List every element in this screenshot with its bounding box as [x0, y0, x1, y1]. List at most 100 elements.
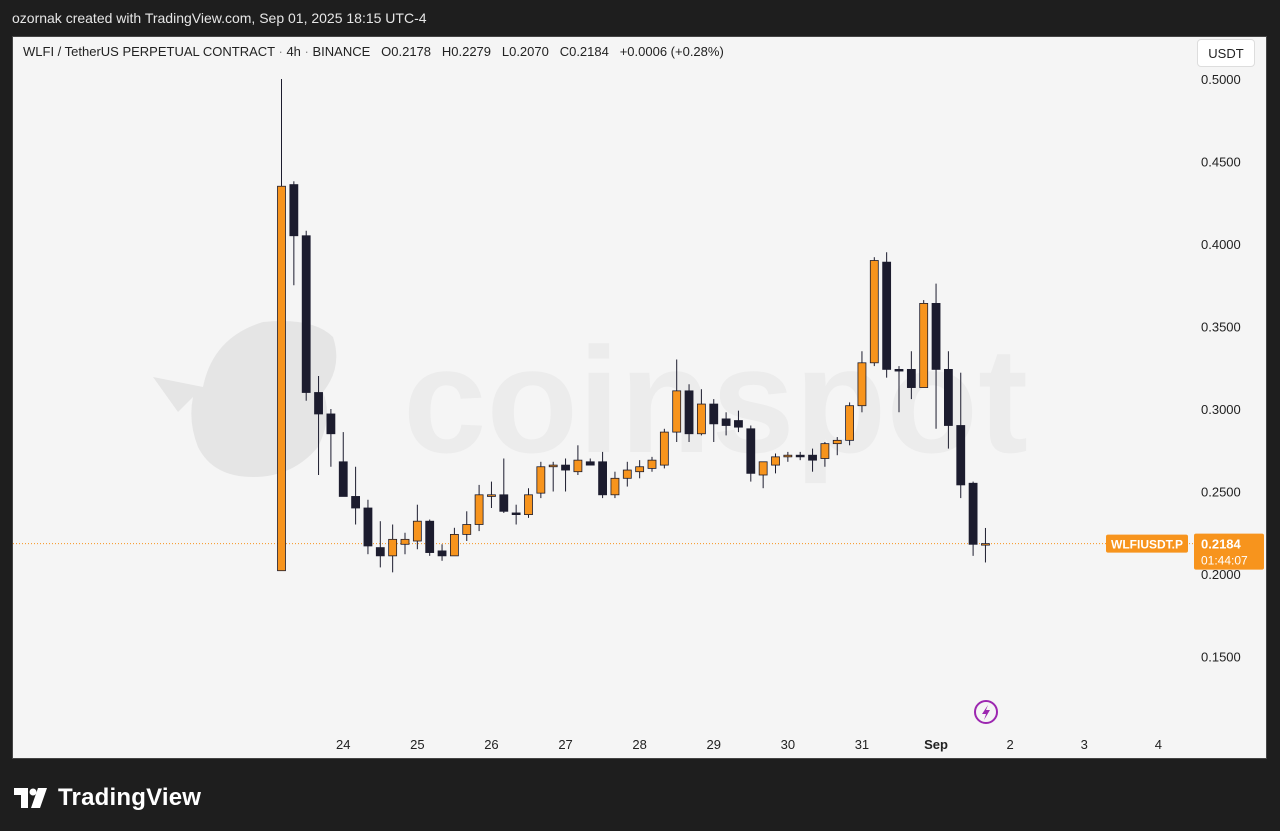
candle — [277, 79, 286, 572]
flash-icon[interactable] — [974, 700, 998, 724]
candle-body-up — [277, 185, 286, 572]
symbol-tag-bg — [1106, 534, 1188, 553]
symbol-tag-text: WLFIUSDT.P — [1111, 538, 1183, 552]
legend-high: H0.2279 — [441, 44, 492, 59]
candle — [474, 484, 484, 532]
candle-body-down — [375, 547, 385, 557]
candle-body-up — [771, 456, 780, 466]
candle — [326, 409, 336, 467]
candle — [758, 461, 768, 489]
legend-interval: 4h — [286, 44, 301, 59]
candle-body-down — [956, 425, 966, 486]
candle — [697, 389, 706, 436]
candle-body-down — [808, 454, 817, 461]
candle-body-up — [659, 431, 669, 466]
candle-body-down — [301, 235, 311, 393]
legend-open: O0.2178 — [381, 44, 432, 59]
candle-body-down — [746, 428, 756, 474]
time-tick-label: 27 — [558, 737, 572, 752]
candle — [388, 524, 398, 573]
price-tick-label: 0.3500 — [1201, 320, 1241, 335]
candle — [289, 181, 299, 286]
candle-body-up — [536, 466, 546, 494]
candle-body-up — [474, 494, 484, 525]
candle-body-up — [610, 477, 620, 496]
candlestick-chart[interactable]: coinspot 0.50000.45000.40000.35000.30000… — [13, 37, 1267, 759]
candle — [524, 488, 533, 518]
candle-body-down — [931, 302, 941, 370]
candle — [548, 461, 558, 492]
legend-exchange: BINANCE — [312, 44, 371, 59]
candle-body-up — [832, 439, 842, 445]
time-tick-label: 24 — [336, 737, 350, 752]
chart-frame[interactable]: coinspot 0.5000 0.4500 0.4000 0.3500 0.3000 0… — [12, 36, 1267, 759]
candle — [795, 451, 805, 461]
last-price-tag-bg — [1194, 533, 1264, 570]
time-tick-label: 4 — [1155, 737, 1162, 752]
price-tick-label: 0.5000 — [1201, 72, 1241, 87]
time-axis[interactable]: 24 25 26 27 28 29 30 31 Sep 2 3 4 — [336, 737, 1162, 752]
candle-body-up — [449, 533, 459, 557]
candle — [449, 527, 459, 557]
candle — [783, 451, 793, 462]
candle-body-down — [894, 368, 904, 372]
candle-body-down — [598, 461, 607, 496]
candle — [709, 399, 719, 442]
candle-body-up — [981, 543, 990, 546]
price-axis[interactable]: 0.5000 0.4500 0.4000 0.3500 0.3000 0.2500 0.20… — [1106, 72, 1264, 665]
tradingview-logo: TradingView — [14, 784, 201, 812]
candle — [536, 461, 546, 499]
candle-body-up — [622, 469, 632, 479]
symbol-legend: WLFI / TetherUS PERPETUAL CONTRACT · 4h … — [23, 44, 724, 59]
time-tick-label: 25 — [410, 737, 424, 752]
candle-body-down — [709, 403, 719, 425]
candle-body-up — [647, 459, 657, 469]
candle-body-down — [684, 390, 694, 435]
legend-dot: · — [304, 44, 313, 59]
attribution-text: ozornak created with TradingView.com, Se… — [12, 10, 427, 26]
candle-body-up — [462, 524, 472, 535]
candle-body-down — [882, 261, 892, 370]
candle — [869, 257, 879, 367]
time-tick-label: 31 — [855, 737, 869, 752]
candle-body-up — [400, 538, 410, 545]
candle — [721, 412, 731, 436]
candle — [351, 466, 361, 525]
candle-body-up — [783, 454, 793, 458]
candle — [487, 481, 496, 508]
currency-button[interactable]: USDT — [1197, 39, 1255, 67]
candle-body-up — [635, 466, 645, 473]
candle-body-up — [524, 494, 533, 515]
time-tick-label: 30 — [781, 737, 795, 752]
time-tick-label: 26 — [484, 737, 498, 752]
candle-body-up — [758, 461, 768, 476]
candle-body-up — [919, 302, 929, 388]
price-tick-label: 0.2000 — [1201, 567, 1241, 582]
candle — [672, 359, 682, 442]
candle — [882, 252, 892, 378]
candle-body-down — [425, 520, 435, 553]
tradingview-brand: TradingView — [58, 784, 202, 811]
candle-body-down — [338, 461, 348, 497]
candle — [684, 384, 694, 442]
candle — [771, 453, 780, 474]
candle-body-down — [289, 184, 299, 237]
legend-change: +0.0006 (+0.28%) — [619, 44, 724, 59]
candle-body-up — [487, 494, 496, 497]
candles-group — [277, 79, 990, 573]
price-tag: WLFIUSDT.P 0.2184 01:44:07 — [1106, 533, 1264, 570]
candle — [734, 410, 743, 433]
candle — [363, 499, 373, 555]
candle-body-down — [314, 392, 323, 415]
legend-close: C0.2184 — [559, 44, 609, 59]
price-tick-label: 0.3000 — [1201, 402, 1241, 417]
legend-symbol: WLFI / TetherUS PERPETUAL CONTRACT — [23, 44, 275, 59]
candle — [314, 376, 323, 475]
candle — [968, 481, 978, 556]
tradingview-icon — [14, 788, 47, 808]
candle — [659, 428, 669, 469]
candle — [622, 461, 632, 487]
candle — [598, 451, 607, 499]
candle-body-down — [363, 507, 373, 547]
candle-body-down — [499, 494, 509, 512]
